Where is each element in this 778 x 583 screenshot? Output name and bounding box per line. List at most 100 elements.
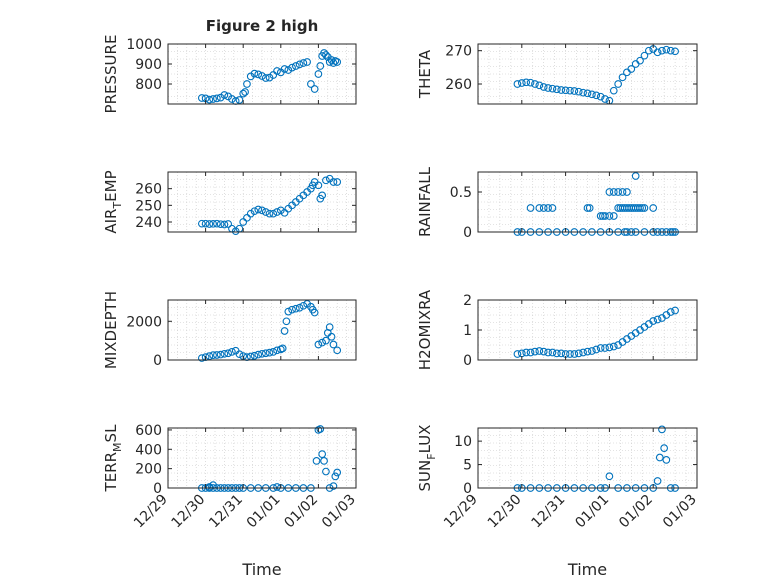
data-point [522, 78, 531, 87]
data-point [224, 220, 233, 228]
data-point [644, 46, 653, 55]
y-axis-label-part: LUX [416, 425, 434, 454]
data-point [320, 457, 328, 465]
data-point [265, 348, 274, 357]
data-point [601, 95, 609, 103]
x-axis-label: Time [241, 560, 281, 579]
y-tick-label: 0 [153, 353, 162, 369]
y-tick-label: 0.5 [450, 185, 472, 201]
data-point [197, 94, 206, 102]
y-axis-label: SUNFLUX [416, 425, 438, 492]
data-point [526, 348, 535, 357]
data-point [623, 188, 631, 196]
data-point [548, 348, 557, 357]
y-axis-label-part: TERR [102, 452, 120, 493]
data-point [258, 72, 266, 80]
data-point [649, 317, 658, 325]
data-point [220, 91, 229, 99]
y-axis-label: AIRTEMP [102, 170, 124, 233]
data-point [636, 204, 644, 212]
data-point [658, 46, 666, 55]
data-point [539, 83, 548, 91]
data-point [601, 212, 609, 220]
data-point [239, 218, 248, 226]
y-tick-label: 0 [463, 353, 472, 369]
data-point [579, 348, 587, 357]
x-tick-label: 01/01 [244, 492, 284, 532]
data-point [535, 204, 544, 212]
data-point [269, 348, 278, 356]
data-point [588, 90, 596, 99]
data-point [570, 87, 579, 95]
data-point [209, 351, 217, 360]
data-point [548, 204, 557, 212]
data-point [265, 209, 274, 218]
axes-box [477, 427, 698, 489]
data-point [583, 347, 592, 356]
data-point [205, 220, 214, 228]
x-tick-label: 01/02 [616, 492, 656, 532]
data-point [522, 348, 531, 357]
data-point [250, 207, 259, 216]
data-point [205, 95, 214, 104]
data-point [250, 351, 259, 360]
y-axis-label: PRESSURE [102, 35, 120, 114]
y-tick-label: 2 [463, 293, 472, 309]
data-point [662, 45, 671, 54]
data-point [513, 80, 522, 88]
data-point [316, 425, 325, 433]
data-point [284, 66, 293, 74]
data-point [655, 453, 664, 462]
data-point [284, 307, 293, 316]
data-point [329, 59, 338, 67]
data-point [303, 58, 311, 66]
data-point [526, 204, 535, 212]
data-point [220, 220, 229, 229]
data-point [605, 343, 614, 352]
x-tick-label: 12/31 [529, 492, 569, 532]
data-point [288, 63, 296, 72]
data-point [261, 208, 270, 216]
x-tick-label: 12/29 [131, 492, 171, 532]
data-point [592, 345, 601, 354]
data-point [535, 347, 544, 355]
panel-theta: 260 270 THETA [416, 43, 698, 105]
data-point [322, 176, 330, 185]
panel-pressure: 800 900 1000 PRESSURE Figure 2 high [102, 17, 357, 114]
data-point [609, 86, 618, 95]
data-point [574, 87, 583, 96]
data-point [201, 219, 210, 228]
y-tick-label: 200 [135, 462, 162, 478]
data-point [329, 482, 338, 490]
data-point [614, 188, 623, 196]
data-point [561, 86, 570, 95]
data-point [618, 73, 627, 82]
y-tick-label: 260 [445, 77, 472, 93]
data-point [209, 219, 217, 228]
data-point [539, 204, 548, 212]
panel-mixdepth: 0 2000 MIXDEPTH [102, 291, 357, 369]
data-point [662, 456, 671, 464]
data-point [605, 188, 614, 196]
data-point [583, 204, 592, 212]
data-point [588, 347, 596, 355]
y-tick-label: 400 [135, 442, 162, 458]
data-point [261, 74, 270, 82]
data-point [291, 62, 300, 70]
data-point [250, 69, 259, 78]
data-point [331, 472, 340, 481]
x-tick-label: 12/29 [441, 492, 481, 532]
data-point [535, 81, 544, 90]
data-point [280, 327, 289, 335]
data-point [333, 346, 342, 355]
data-point [636, 56, 644, 65]
data-point [552, 85, 561, 94]
x-tick-label: 12/30 [485, 492, 525, 532]
data-point [579, 88, 587, 97]
data-point [310, 308, 319, 317]
data-point [228, 348, 236, 356]
data-point [329, 178, 338, 186]
data-point [322, 51, 330, 59]
data-point [243, 213, 251, 222]
